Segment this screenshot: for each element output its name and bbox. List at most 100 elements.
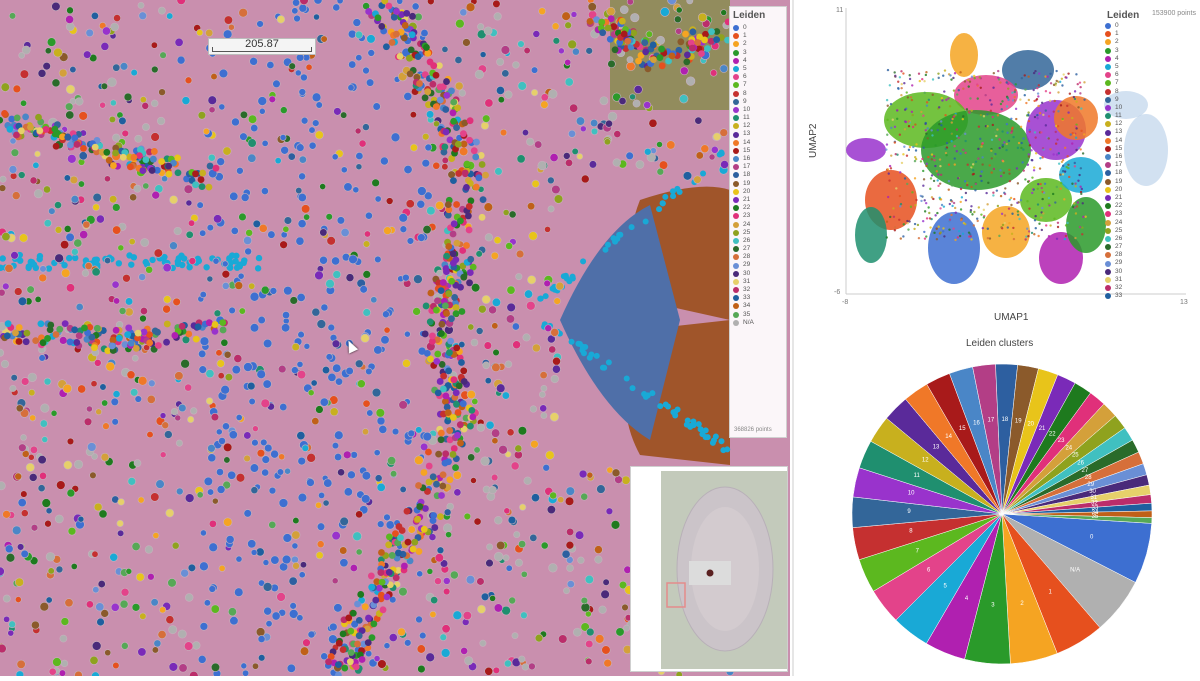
umap-legend-item[interactable]: 11 [1105, 112, 1157, 120]
umap-legend-item[interactable]: 25 [1105, 227, 1157, 235]
legend-label: 26 [1115, 234, 1123, 242]
umap-legend-item[interactable]: 6 [1105, 71, 1157, 79]
spatial-legend-item[interactable]: 29 [733, 261, 783, 269]
minimap-viewport-box[interactable] [666, 582, 686, 608]
spatial-tissue-view[interactable]: 205.87 Leiden 0 1 2 3 4 5 6 7 8 9 10 11 12 13 14 15 16 17… [0, 0, 790, 676]
legend-swatch [1105, 96, 1111, 103]
spatial-legend-item[interactable]: 24 [733, 221, 783, 229]
pie-slice-label: 3 [991, 603, 995, 609]
spatial-legend-item[interactable]: 20 [733, 188, 783, 196]
spatial-legend-item[interactable]: 26 [733, 237, 783, 245]
umap-legend-item[interactable]: 0 [1105, 22, 1157, 30]
spatial-legend-item[interactable]: 34 [733, 302, 783, 310]
spatial-legend-item[interactable]: 15 [733, 147, 783, 155]
legend-swatch [733, 246, 739, 253]
umap-legend-item[interactable]: 10 [1105, 104, 1157, 112]
spatial-legend-item[interactable]: 10 [733, 106, 783, 114]
umap-legend-item[interactable]: 19 [1105, 178, 1157, 186]
umap-legend-item[interactable]: 13 [1105, 128, 1157, 136]
legend-label: 13 [1115, 128, 1123, 136]
spatial-legend-item[interactable]: 14 [733, 139, 783, 147]
spatial-legend-item[interactable]: 27 [733, 245, 783, 253]
umap-legend-item[interactable]: 8 [1105, 88, 1157, 96]
spatial-legend-item[interactable]: 13 [733, 130, 783, 138]
legend-swatch [1105, 268, 1111, 275]
umap-legend-item[interactable]: 28 [1105, 251, 1157, 259]
spatial-legend-item[interactable]: 2 [733, 40, 783, 48]
spatial-legend-item[interactable]: 0 [733, 24, 783, 32]
umap-legend-item[interactable]: 16 [1105, 153, 1157, 161]
legend-swatch [733, 254, 739, 261]
umap-legend-item[interactable]: 24 [1105, 219, 1157, 227]
spatial-legend-item[interactable]: 18 [733, 171, 783, 179]
overview-minimap[interactable] [630, 466, 788, 672]
umap-legend-item[interactable]: 4 [1105, 55, 1157, 63]
umap-legend-item[interactable]: 2 [1105, 38, 1157, 46]
legend-swatch [1105, 235, 1111, 242]
umap-legend-item[interactable]: 21 [1105, 194, 1157, 202]
spatial-legend-item[interactable]: 7 [733, 81, 783, 89]
legend-label: 33 [1115, 292, 1123, 300]
umap-legend-item[interactable]: 5 [1105, 63, 1157, 71]
umap-legend-item[interactable]: 12 [1105, 120, 1157, 128]
umap-legend-item[interactable]: 26 [1105, 235, 1157, 243]
spatial-scatter-plot[interactable] [0, 0, 790, 676]
spatial-legend-item[interactable]: 4 [733, 57, 783, 65]
spatial-legend-item[interactable]: 9 [733, 98, 783, 106]
spatial-legend-item[interactable]: 30 [733, 270, 783, 278]
legend-label: 29 [743, 261, 751, 269]
umap-legend-item[interactable]: 29 [1105, 259, 1157, 267]
spatial-legend-item[interactable]: 28 [733, 253, 783, 261]
spatial-legend-item[interactable]: 21 [733, 196, 783, 204]
umap-legend-item[interactable]: 9 [1105, 96, 1157, 104]
umap-scatter-plot[interactable]: 11-6-8 13 [796, 0, 1200, 330]
spatial-legend-item[interactable]: 35 [733, 311, 783, 319]
umap-legend-item[interactable]: 7 [1105, 79, 1157, 87]
umap-legend-item[interactable]: 33 [1105, 292, 1157, 300]
umap-legend-item[interactable]: 14 [1105, 137, 1157, 145]
spatial-legend-item[interactable]: 33 [733, 294, 783, 302]
umap-legend-item[interactable]: 23 [1105, 210, 1157, 218]
spatial-legend-item[interactable]: 1 [733, 32, 783, 40]
umap-legend-item[interactable]: 22 [1105, 202, 1157, 210]
spatial-legend-item[interactable]: 16 [733, 155, 783, 163]
spatial-legend-item[interactable]: 5 [733, 65, 783, 73]
pie-slice-label: 32 [1091, 501, 1098, 507]
spatial-legend-item[interactable]: 23 [733, 212, 783, 220]
spatial-legend-item[interactable]: 12 [733, 122, 783, 130]
umap-legend-item[interactable]: 1 [1105, 30, 1157, 38]
umap-legend-item[interactable]: 20 [1105, 186, 1157, 194]
spatial-legend-item[interactable]: 19 [733, 180, 783, 188]
umap-legend-item[interactable]: 3 [1105, 47, 1157, 55]
panel-divider[interactable] [792, 0, 794, 676]
umap-legend-item[interactable]: 15 [1105, 145, 1157, 153]
spatial-legend-item[interactable]: N/A [733, 319, 783, 327]
legend-label: 27 [1115, 243, 1123, 251]
spatial-legend-item[interactable]: 32 [733, 286, 783, 294]
spatial-legend-item[interactable]: 17 [733, 163, 783, 171]
pie-slice-label: 10 [908, 490, 915, 496]
legend-label: 22 [743, 204, 751, 212]
spatial-legend-item[interactable]: 31 [733, 278, 783, 286]
umap-cluster-blob [982, 206, 1030, 258]
legend-swatch [1105, 55, 1111, 62]
legend-label: 18 [1115, 169, 1123, 177]
umap-legend-item[interactable]: 17 [1105, 161, 1157, 169]
spatial-legend-item[interactable]: 3 [733, 49, 783, 57]
legend-swatch [733, 57, 739, 64]
umap-legend-item[interactable]: 31 [1105, 276, 1157, 284]
spatial-legend-item[interactable]: 25 [733, 229, 783, 237]
spatial-legend-item[interactable]: 22 [733, 204, 783, 212]
umap-cluster-blob [855, 207, 887, 263]
umap-legend-item[interactable]: 18 [1105, 169, 1157, 177]
legend-swatch [733, 172, 739, 179]
legend-swatch [733, 319, 739, 326]
umap-legend-item[interactable]: 30 [1105, 268, 1157, 276]
spatial-legend-item[interactable]: 8 [733, 90, 783, 98]
spatial-legend-item[interactable]: 6 [733, 73, 783, 81]
legend-swatch [1105, 113, 1111, 120]
umap-legend-item[interactable]: 27 [1105, 243, 1157, 251]
umap-legend-item[interactable]: 32 [1105, 284, 1157, 292]
spatial-legend-item[interactable]: 11 [733, 114, 783, 122]
